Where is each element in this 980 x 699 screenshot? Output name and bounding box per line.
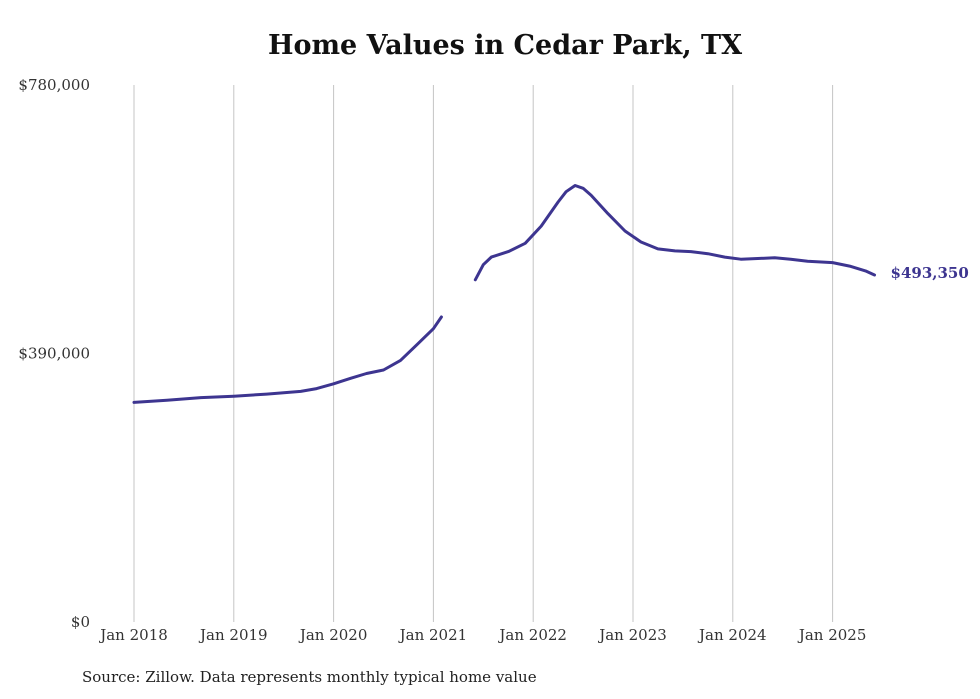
x-tick-label: Jan 2024 bbox=[697, 626, 767, 644]
series-line-segment-1 bbox=[473, 184, 876, 282]
chart-title: Home Values in Cedar Park, TX bbox=[267, 30, 743, 61]
source-note: Source: Zillow. Data represents monthly … bbox=[82, 668, 537, 686]
x-tick-label: Jan 2022 bbox=[497, 626, 567, 644]
x-tick-label: Jan 2025 bbox=[797, 626, 867, 644]
x-tick-label: Jan 2020 bbox=[298, 626, 368, 644]
y-axis-ticks: $0 $390,000 $780,000 bbox=[18, 76, 90, 631]
x-axis-ticks: Jan 2018 Jan 2019 Jan 2020 Jan 2021 Jan 2022… bbox=[98, 626, 866, 644]
x-tick-label: Jan 2019 bbox=[198, 626, 268, 644]
gridlines bbox=[133, 85, 834, 622]
home-value-series bbox=[132, 184, 876, 404]
end-value-label: $493,350 bbox=[891, 264, 969, 282]
series-line-segment-0 bbox=[132, 315, 443, 404]
y-tick-label: $390,000 bbox=[18, 345, 90, 363]
y-tick-label: $780,000 bbox=[18, 76, 90, 94]
x-tick-label: Jan 2021 bbox=[398, 626, 468, 644]
y-tick-label: $0 bbox=[71, 613, 90, 631]
x-tick-label: Jan 2023 bbox=[597, 626, 667, 644]
x-tick-label: Jan 2018 bbox=[98, 626, 168, 644]
